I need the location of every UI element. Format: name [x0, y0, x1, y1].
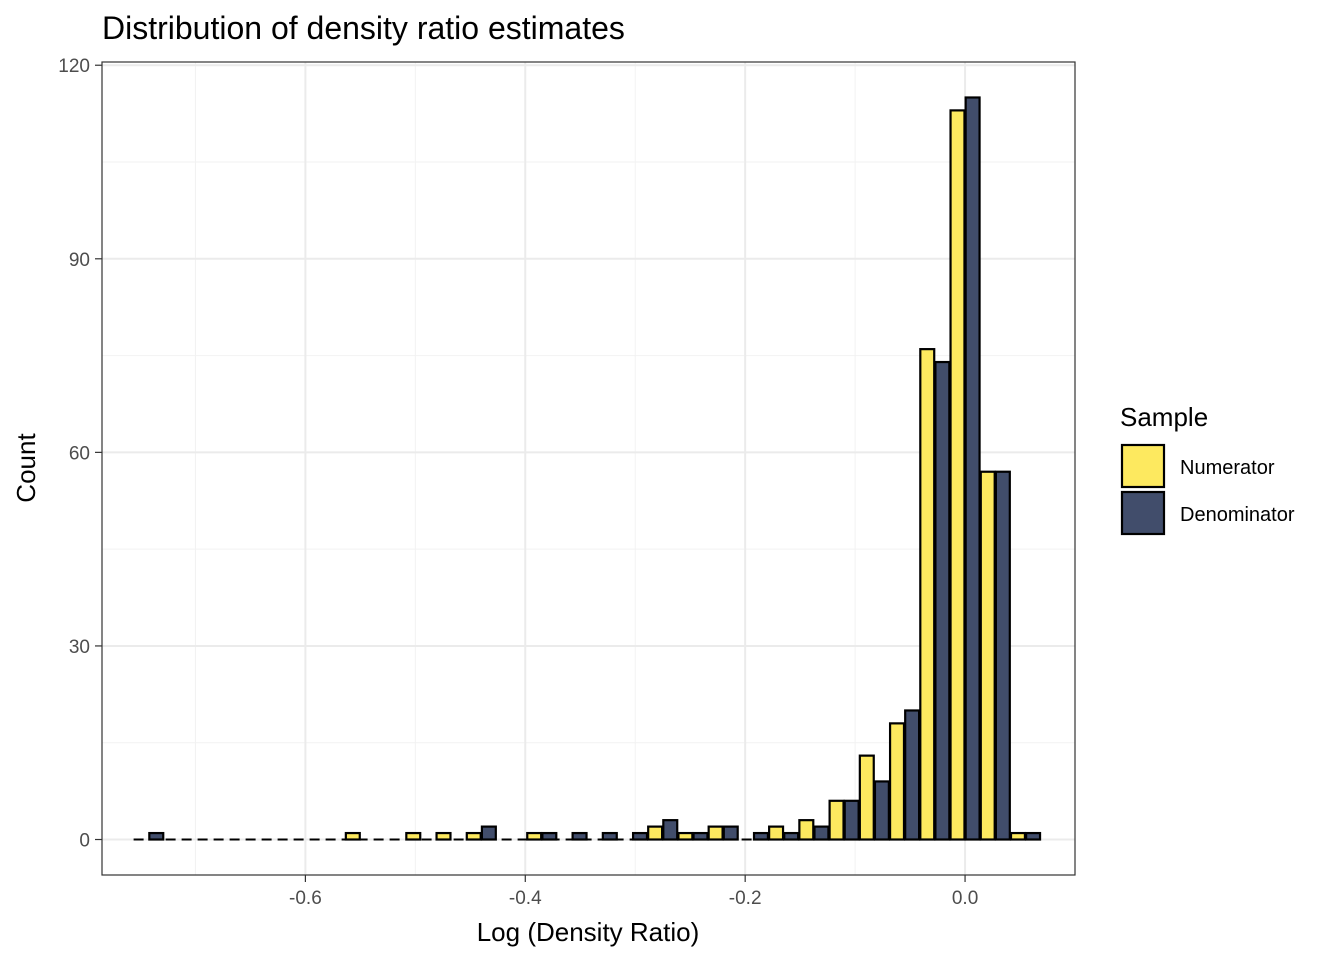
bar-numerator [405, 831, 422, 841]
legend-title: Sample [1120, 402, 1208, 432]
bar-numerator [526, 831, 543, 841]
bar-numerator [919, 348, 936, 841]
legend-key-numerator [1120, 443, 1166, 489]
bar-denominator [783, 831, 800, 841]
bar-numerator [465, 831, 482, 841]
y-axis: 0 30 60 90 120 [58, 56, 102, 852]
y-tick-label: 60 [69, 443, 90, 464]
bar-numerator [768, 825, 785, 841]
bar-denominator [934, 360, 951, 841]
legend: Sample Numerator Denominator [1120, 402, 1295, 536]
bar-denominator [541, 831, 558, 841]
y-axis-title: Count [11, 433, 41, 503]
y-tick-label: 90 [69, 250, 90, 271]
bar-denominator [873, 780, 890, 841]
bar-denominator [601, 831, 618, 841]
bar-numerator [949, 109, 966, 841]
chart-title: Distribution of density ratio estimates [102, 10, 625, 46]
bar-denominator [692, 831, 709, 841]
x-axis-title: Log (Density Ratio) [477, 917, 700, 947]
legend-label-denominator: Denominator [1180, 504, 1295, 526]
bar-denominator [662, 819, 679, 841]
bar-numerator [828, 799, 845, 841]
bar-numerator [647, 825, 664, 841]
bar-denominator [994, 470, 1011, 841]
bars [148, 96, 1042, 841]
panel-border [101, 61, 1076, 876]
bar-numerator [707, 825, 724, 841]
bar-numerator [344, 831, 361, 841]
bar-denominator [480, 825, 497, 841]
bar-numerator [858, 754, 875, 841]
x-tick-label: -0.2 [729, 888, 762, 909]
bar-denominator [571, 831, 588, 841]
y-tick-label: 0 [79, 831, 90, 852]
bar-numerator [888, 722, 906, 841]
bar-denominator [964, 96, 981, 841]
x-tick-label: -0.6 [289, 888, 322, 909]
bar-denominator [631, 831, 649, 841]
y-tick-label: 30 [69, 637, 90, 658]
bar-denominator [843, 799, 860, 841]
x-tick-label: 0.0 [952, 888, 978, 909]
legend-key-denominator [1120, 490, 1166, 536]
bar-denominator [1025, 831, 1042, 841]
y-tick-label: 120 [58, 56, 90, 77]
bar-denominator [148, 831, 165, 841]
bar-numerator [435, 831, 452, 841]
bar-denominator [752, 831, 770, 841]
bar-denominator [904, 709, 921, 841]
bar-denominator [722, 825, 739, 841]
bar-numerator [798, 819, 815, 841]
legend-label-numerator: Numerator [1180, 457, 1275, 479]
bar-numerator [979, 470, 996, 841]
bar-numerator [1009, 831, 1027, 841]
x-axis: -0.6 -0.4 -0.2 0.0 [289, 875, 978, 909]
bar-numerator [677, 831, 694, 841]
bar-denominator [813, 825, 830, 841]
x-tick-label: -0.4 [509, 888, 542, 909]
